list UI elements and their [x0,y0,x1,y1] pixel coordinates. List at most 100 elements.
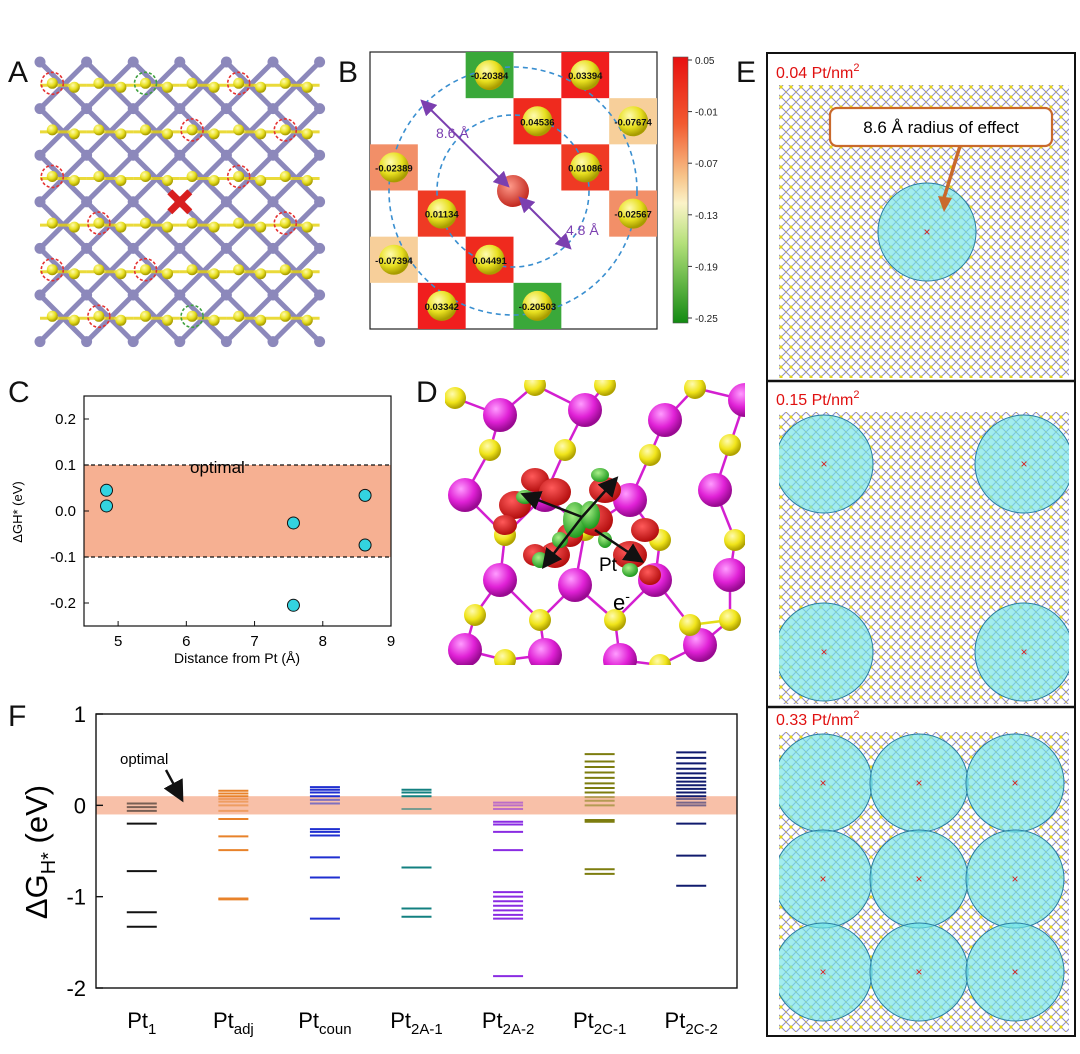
panel-c-ytick: -0.2 [50,595,76,612]
effect-radius-circle [779,602,874,702]
s-atom [279,124,291,136]
panel-c-ytick: 0.0 [55,503,76,520]
mo-atom [314,242,326,254]
highlight-ring [87,211,111,235]
s-atom [378,244,409,275]
s-atom [46,171,58,182]
pt-site-marker: × [1011,776,1018,790]
s-atom [604,609,626,631]
coverage-map-2: × × × × 0.15 Pt/nm2 [776,389,1069,704]
panel-f-ytick: 0 [74,793,86,818]
pt-site-marker: × [923,225,930,239]
highlight-ring [40,257,65,282]
mo-atom [81,103,93,115]
mo-atom [314,289,326,301]
panel-f-ytick: -1 [66,885,86,910]
category-label: Pt2C-2 [665,1008,718,1038]
highlight-ring [40,164,65,189]
mo-atom [267,336,279,348]
colorbar-tick-label: 0.05 [695,56,715,67]
pt-site-marker: × [1020,645,1027,659]
s-atom [255,128,267,140]
scatter-point [286,516,300,530]
colorbar-tick-label: -0.19 [695,262,718,273]
panel-c-chart: optimal 5 6 7 8 9 0.2 0.1 0.0 -0.1 -0.2 Distance … [10,395,395,666]
s-atom [46,217,58,229]
s-atom [426,198,457,229]
panel-f-optimal-band [96,796,737,815]
s-atom [186,171,198,182]
outer-radius-circle [388,66,638,316]
panel-c-ytick: 0.1 [55,457,76,474]
s-atom [255,221,267,233]
s-atom [724,529,745,551]
charge-density-lobe [591,468,609,482]
mo-atom [127,242,139,254]
s-atom [301,128,313,140]
s-atom [140,217,151,229]
s-atom [618,198,649,229]
pt-site-marker: × [819,965,826,979]
s-atom [474,244,505,275]
s-atom [162,221,173,233]
s-atom [186,124,198,136]
panel-f-axes-frame [95,713,738,989]
mo-atom [698,473,732,507]
colorbar-tick-label: -0.25 [695,314,718,325]
heatmap-value: 0.01086 [568,163,602,174]
density-label-3: 0.33 Pt/nm2 [776,709,860,729]
mo-atom [174,103,186,115]
electron-transfer-arrow [581,476,619,518]
mo-atom [483,398,517,432]
mo-atom [220,103,232,115]
mo-atom [448,478,482,512]
s-atom [255,268,267,280]
colorbar-tick-label: -0.13 [695,211,718,222]
s-atom [570,60,601,91]
mo-atom [483,563,517,597]
category-label: Pt1 [127,1008,156,1038]
mo-atom [81,149,93,161]
s-atom [93,77,105,89]
s-atom [233,77,245,89]
highlight-ring [226,164,251,189]
heatmap-value: -0.07394 [375,256,413,267]
pt-site-marker: × [1011,965,1018,979]
charge-density-lobe [598,532,612,548]
s-atom [255,175,267,186]
s-atom [479,439,501,461]
effect-radius-circle [779,414,874,514]
panel-f-band-label: optimal [120,751,168,768]
mo-atom [528,638,562,665]
heatmap-value: 0.01134 [425,210,460,221]
s-atom [522,290,553,321]
effect-radius-circle [974,414,1069,514]
category-label: Pt2A-1 [390,1008,442,1038]
panel-f-chart: 1 0 -1 -2 Pt1 Ptadj Ptcoun Pt2A-1 Pt2A-2 Pt2C-1 P… [19,702,738,1038]
s-atom [93,310,105,322]
panel-d-electron-label: e- [613,588,630,615]
s-atom [594,380,616,396]
s-atom [684,380,706,399]
mo-atom [267,149,279,161]
effect-radius-circle [965,922,1065,1022]
mo-atom [34,149,46,161]
category-label: Pt2A-2 [482,1008,534,1038]
mo-atom [314,149,326,161]
mo-atom [220,336,232,348]
mo-atom [34,103,46,115]
mo-atom [314,103,326,115]
mo-atom [127,56,139,68]
pt-site-marker: × [1020,457,1027,471]
category-label: Pt2C-1 [573,1008,626,1038]
s-atom [279,264,291,276]
panel-c-ylabel: ΔGH* (eV) [10,481,25,542]
panel-f-optimal-arrow [163,769,184,803]
s-atom [115,175,127,186]
heatmap-value: -0.20384 [471,71,509,82]
panel-b-letter: B [338,56,359,89]
panel-c-optimal-band [84,465,391,557]
panel-c-xtick: 7 [250,633,258,650]
mo-atom [127,103,139,115]
s-atom [208,175,220,186]
